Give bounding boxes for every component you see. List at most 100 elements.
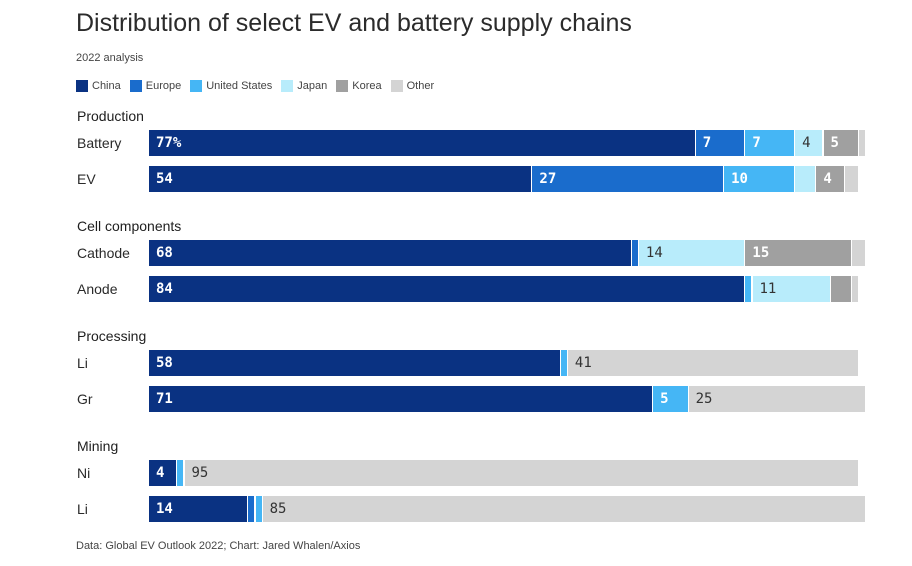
- stacked-bar: 71 5 25: [149, 386, 867, 412]
- bar-segment-korea: 5: [823, 130, 859, 156]
- group-heading-processing: Processing: [77, 328, 147, 344]
- bar-segment-china: 84: [149, 276, 746, 302]
- bar-segment-other: [859, 130, 867, 156]
- row-label: Li: [77, 355, 88, 371]
- legend-item-china: China: [76, 80, 121, 92]
- legend-item-united-states: United States: [190, 80, 272, 92]
- group-heading-production: Production: [77, 108, 144, 124]
- bar-segment-korea: 15: [745, 240, 852, 266]
- bar-segment-other: 95: [184, 460, 859, 486]
- data-label: 77%: [156, 135, 182, 151]
- legend-swatch: [129, 80, 142, 92]
- bar-segment-united-states: 5: [653, 386, 689, 412]
- data-label: 58: [156, 355, 173, 371]
- legend-label: United States: [206, 80, 273, 92]
- legend-swatch: [190, 80, 203, 92]
- legend-label: Japan: [297, 80, 328, 92]
- data-label: 41: [574, 355, 592, 371]
- legend-label: Korea: [352, 80, 382, 92]
- bar-segment-europe: 27: [532, 166, 725, 192]
- row-label: Battery: [77, 135, 122, 151]
- bar-segment-other: 85: [262, 496, 867, 522]
- stacked-bar: 58 41: [149, 350, 859, 376]
- bar-segment-united-states: 7: [745, 130, 796, 156]
- group-heading-mining: Mining: [77, 438, 119, 454]
- chart-title: Distribution of select EV and battery su…: [76, 9, 632, 37]
- bar-segment-europe: 7: [695, 130, 746, 156]
- data-label: 7: [752, 135, 761, 151]
- row-label: Li: [77, 501, 88, 517]
- legend-item-europe: Europe: [129, 80, 182, 92]
- data-label: 25: [695, 391, 713, 407]
- data-label: 5: [830, 135, 839, 151]
- bar-segment-china: 71: [149, 386, 654, 412]
- data-label: 95: [191, 465, 209, 481]
- row-label: Cathode: [77, 245, 130, 261]
- bar-segment-japan: 14: [638, 240, 746, 266]
- bar-segment-japan: 11: [752, 276, 831, 302]
- bar-segment-other: [844, 166, 859, 192]
- legend-item-other: Other: [390, 80, 435, 92]
- data-label: 14: [645, 245, 663, 261]
- bar-segment-japan: 4: [795, 130, 824, 156]
- bar-segment-united-states: [177, 460, 185, 486]
- legend-swatch: [390, 80, 403, 92]
- group-heading-cell-components: Cell components: [77, 218, 182, 234]
- data-label: 5: [660, 391, 669, 407]
- legend-swatch: [76, 80, 88, 92]
- bar-segment-china: 54: [149, 166, 533, 192]
- bar-segment-china: 68: [149, 240, 632, 266]
- data-label: 4: [156, 465, 165, 481]
- data-label: 85: [269, 501, 287, 517]
- data-label: 27: [539, 171, 557, 187]
- bar-segment-china: 14: [149, 496, 249, 522]
- row-label: Ni: [77, 465, 91, 481]
- legend-swatch: [281, 80, 294, 92]
- stacked-bar: 77% 7 7 4 5: [149, 130, 867, 156]
- stacked-bar: 14 85: [149, 496, 867, 522]
- bar-segment-china: 77%: [149, 130, 696, 156]
- bar-segment-japan: [795, 166, 817, 192]
- data-label: 14: [156, 501, 173, 517]
- data-label: 11: [759, 281, 777, 297]
- stacked-bar: 54 27 10 4: [149, 166, 859, 192]
- data-label: 68: [156, 245, 173, 261]
- chart-source: Data: Global EV Outlook 2022; Chart: Jar…: [76, 540, 361, 552]
- data-label: 4: [802, 135, 811, 151]
- bar-segment-other: [851, 276, 859, 302]
- bar-segment-other: 41: [567, 350, 859, 376]
- stacked-bar: 84 11: [149, 276, 859, 302]
- bar-segment-united-states: [745, 276, 753, 302]
- stacked-bar: 4 95: [149, 460, 859, 486]
- legend-label: Europe: [145, 80, 182, 92]
- bar-segment-united-states: [255, 496, 263, 522]
- bar-segment-europe: [248, 496, 256, 522]
- bar-segment-other: [851, 240, 867, 266]
- bar-segment-other: 25: [688, 386, 867, 412]
- legend: China Europe United States Japan Korea Other: [76, 80, 443, 92]
- bar-segment-korea: 4: [816, 166, 845, 192]
- bar-segment-europe: [631, 240, 639, 266]
- row-label: Anode: [77, 281, 118, 297]
- legend-label: Other: [406, 80, 435, 92]
- data-label: 84: [156, 281, 173, 297]
- row-label: EV: [77, 171, 96, 187]
- bar-segment-korea: [830, 276, 852, 302]
- legend-item-korea: Korea: [336, 80, 382, 92]
- data-label: 15: [752, 245, 770, 261]
- bar-segment-china: 4: [149, 460, 178, 486]
- stacked-bar: 68 14 15: [149, 240, 867, 266]
- bar-segment-united-states: [560, 350, 568, 376]
- bar-segment-china: 58: [149, 350, 561, 376]
- data-label: 4: [823, 171, 832, 187]
- data-label: 10: [731, 171, 748, 187]
- bar-segment-united-states: 10: [724, 166, 796, 192]
- legend-label: China: [92, 80, 121, 92]
- data-label: 71: [156, 391, 173, 407]
- legend-item-japan: Japan: [281, 80, 327, 92]
- chart-subtitle: 2022 analysis: [76, 52, 144, 64]
- row-label: Gr: [77, 391, 93, 407]
- data-label: 7: [702, 135, 712, 151]
- data-label: 54: [156, 171, 173, 187]
- legend-swatch: [336, 80, 349, 92]
